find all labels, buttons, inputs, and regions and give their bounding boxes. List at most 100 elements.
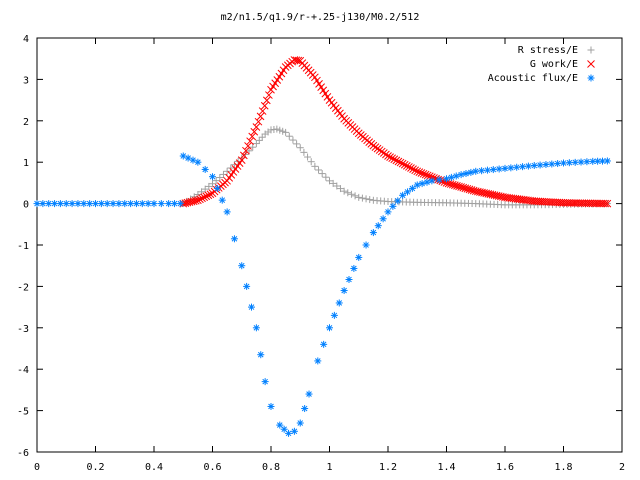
data-point [428,173,436,181]
data-point [355,254,362,261]
data-point [194,196,202,205]
legend-label: R stress/E [518,45,578,56]
data-point [394,198,401,204]
data-point [588,75,594,81]
data-point [490,191,499,200]
data-point [40,200,46,207]
data-point [390,155,399,164]
data-point [455,182,463,191]
data-point [505,194,514,202]
data-point [139,200,146,207]
data-point [453,182,461,190]
data-point [405,163,413,171]
data-point [262,378,268,385]
data-point [386,153,394,161]
data-point [517,195,526,204]
data-point [276,422,283,428]
data-point [214,185,221,192]
y-tick-label: -6 [17,448,29,459]
data-point [75,200,81,207]
data-point [554,160,561,167]
data-point [370,229,377,236]
data-point [202,166,208,173]
data-point [508,165,514,171]
data-point [513,164,520,171]
data-point [444,179,453,188]
data-point [480,189,488,197]
data-point [145,200,151,207]
data-point [291,428,298,435]
y-tick-label: 4 [23,34,29,45]
data-point [231,235,238,242]
data-point [488,190,497,199]
data-point [409,165,417,173]
data-point [465,185,474,194]
data-point [555,198,564,207]
data-point [478,167,485,174]
data-point [248,304,255,310]
data-point [104,200,111,207]
data-point [538,197,547,206]
data-point [239,151,248,160]
data-point [151,200,157,207]
data-point [244,142,252,150]
data-point [499,193,507,201]
data-point [297,420,304,426]
data-point [351,265,357,272]
data-point [413,167,422,176]
data-point [384,152,392,160]
data-point [254,117,263,126]
data-point [476,188,484,196]
data-point [530,197,539,205]
data-point [463,170,469,177]
x-tick-label: 2 [619,462,625,473]
data-point [204,191,213,200]
data-point [265,91,273,99]
data-point [486,190,495,199]
data-point [253,324,260,331]
data-point [421,170,430,179]
data-point [121,200,128,207]
series-star [33,152,611,437]
data-point [252,123,261,131]
data-point [423,171,432,180]
legend-marker [587,60,595,68]
data-point [560,160,567,166]
x-tick-label: 0.4 [145,462,163,473]
data-point [257,351,264,358]
data-point [185,155,191,161]
data-point [306,391,312,397]
data-point [321,89,330,98]
data-point [375,222,382,229]
data-point [392,156,401,165]
data-point [519,195,528,204]
x-tick-label: 1.8 [554,462,572,473]
data-point [594,158,601,165]
data-point [547,198,555,206]
data-point [311,73,319,82]
data-point [98,200,105,207]
data-point [528,196,537,205]
data-point [177,200,184,207]
data-point [468,169,474,176]
chart-title: m2/n1.5/q1.9/r-+.25-j130/M0.2/512 [221,12,420,23]
data-point [446,180,455,188]
data-point [385,209,391,215]
data-point [545,198,553,206]
data-point [531,162,538,169]
data-point [599,158,606,164]
x-tick-label: 0 [34,462,40,473]
data-point [86,200,93,207]
data-point [326,324,333,331]
data-point [509,194,518,203]
y-tick-label: -5 [17,407,29,418]
data-point [542,197,551,206]
data-point [219,197,226,203]
data-point [503,193,511,202]
data-point [461,184,470,193]
data-point [320,341,327,348]
data-point [313,76,321,85]
